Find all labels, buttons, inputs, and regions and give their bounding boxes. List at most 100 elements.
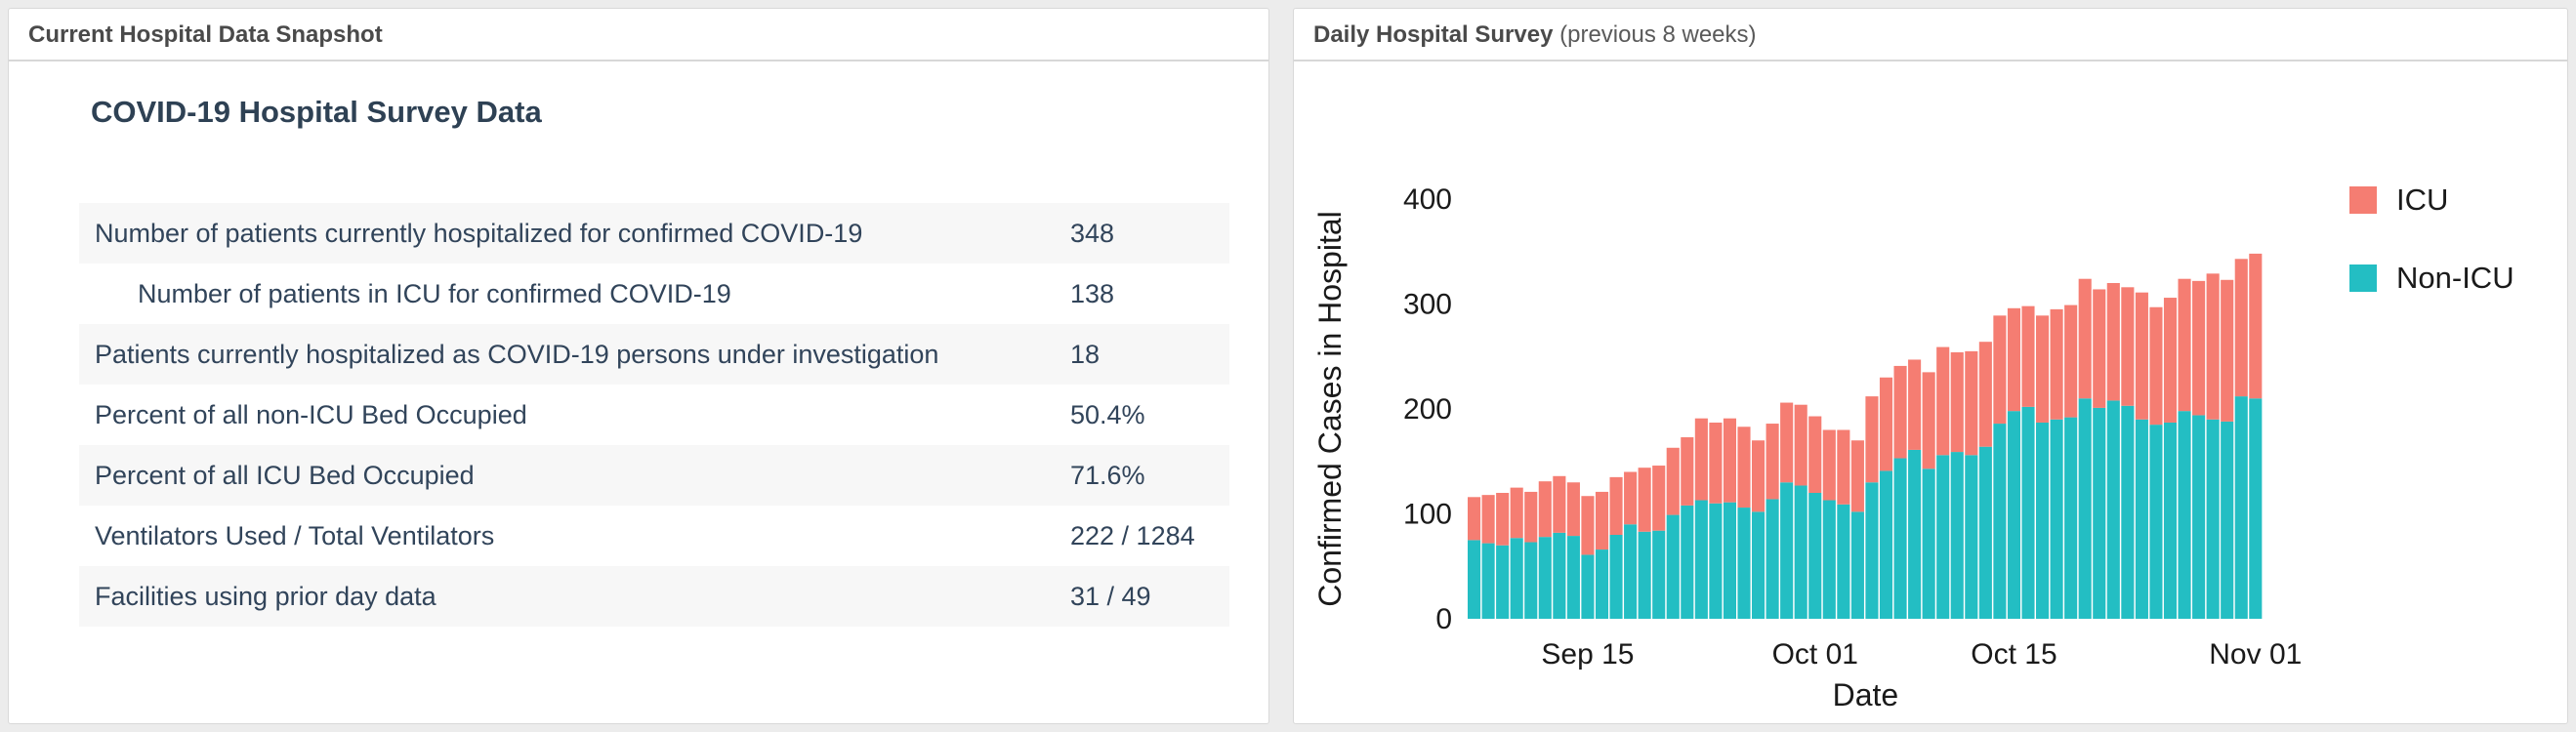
bar-icu [2192,280,2206,416]
row-label: Number of patients in ICU for confirmed … [138,279,731,308]
bar-icu [1978,342,1992,447]
y-tick-label: 300 [1403,289,1452,321]
table-row: Number of patients currently hospitalize… [79,203,1229,264]
bar-icu [1850,440,1864,512]
chart-svg: 0 100 200 300 400 Confirmed Cases in Hospital… [1312,183,2514,712]
bar-non-icu [2007,411,2020,619]
bar-icu [2221,279,2234,422]
bar-icu [1510,487,1523,539]
bar-icu [1965,350,1978,456]
bar-icu [2206,273,2220,420]
bar-non-icu [1808,493,1822,619]
bar-icu [1922,372,1935,469]
bar-non-icu [2149,425,2163,619]
legend-label: ICU [2396,183,2448,217]
bar-non-icu [2135,419,2148,619]
row-value: 50.4% [1070,400,1145,429]
bar-icu [2036,315,2050,423]
bar-non-icu [2064,417,2078,619]
bar-non-icu [1538,537,1552,619]
row-value: 18 [1070,340,1101,369]
bar-icu [1638,468,1651,532]
legend-label: Non-ICU [2396,261,2514,295]
bar-icu [1566,482,1580,537]
y-tick-label: 200 [1403,393,1452,426]
bar-icu [1624,471,1638,525]
bar-non-icu [2021,406,2035,619]
bar-icu [2178,278,2191,412]
bar-icu [2021,305,2035,407]
y-tick-label: 0 [1435,603,1452,635]
bar-icu [1808,416,1822,493]
bar-non-icu [2036,422,2050,619]
bar-non-icu [2050,419,2063,619]
bar-non-icu [1752,511,1766,619]
bar-non-icu [1681,505,1694,619]
legend-swatch-non-icu [2349,264,2377,292]
bar-non-icu [2178,411,2191,619]
survey-chart-panel-header: Daily Hospital Survey (previous 8 weeks) [1294,9,2567,61]
bar-non-icu [1922,468,1935,619]
bar-non-icu [2234,396,2248,619]
bar-non-icu [1794,485,1807,619]
bar-icu [1752,440,1766,512]
bar-icu [1694,418,1708,501]
bar-icu [2163,298,2178,423]
table-row: Facilities using prior day data 31 / 49 [79,566,1229,627]
x-tick-label: Nov 01 [2209,638,2302,671]
bar-non-icu [2078,398,2092,619]
table-row: Percent of all ICU Bed Occupied 71.6% [79,445,1229,506]
bar-icu [2064,305,2078,418]
x-tick-label: Oct 01 [1772,638,1858,671]
bar-non-icu [1553,532,1566,619]
bar-icu [1524,491,1538,543]
bar-non-icu [1638,531,1651,619]
bar-non-icu [2093,407,2106,619]
bar-non-icu [1595,549,1609,619]
bar-non-icu [1978,446,1992,619]
bar-icu [2093,289,2106,408]
bar-icu [1553,475,1566,533]
bar-icu [1822,429,1836,501]
table-row: Patients currently hospitalized as COVID… [79,324,1229,385]
bar-icu [2050,308,2063,420]
bar-icu [1538,481,1552,538]
bar-non-icu [2163,422,2178,619]
bar-icu [1666,447,1680,515]
bar-non-icu [1879,470,1893,619]
bar-icu [1794,404,1807,486]
daily-survey-chart: 0 100 200 300 400 Confirmed Cases in Hospital… [1294,61,2569,725]
bar-non-icu [1694,500,1708,619]
bar-non-icu [2121,405,2135,619]
row-label: Percent of all ICU Bed Occupied [95,461,475,490]
bar-non-icu [1609,535,1623,619]
bar-icu [1993,315,2007,425]
bar-icu [1468,497,1481,541]
bar-icu [2234,259,2248,397]
bar-non-icu [1837,504,1850,619]
bar-icu [2135,292,2148,420]
bar-icu [1893,365,1907,459]
bar-non-icu [1709,503,1723,619]
bar-non-icu [1865,482,1879,619]
bar-icu [1595,491,1609,550]
snapshot-table: Number of patients currently hospitalize… [9,203,1268,627]
bar-non-icu [1566,536,1580,619]
bar-icu [1481,495,1495,544]
bar-icu [1581,496,1595,555]
bar-non-icu [1496,545,1510,619]
bar-non-icu [1581,554,1595,619]
bar-icu [1496,493,1510,546]
bar-non-icu [1481,543,1495,619]
row-value: 31 / 49 [1070,582,1151,611]
bar-non-icu [1893,458,1907,619]
row-value: 222 / 1284 [1070,521,1195,550]
bar-icu [2106,283,2120,401]
bar-non-icu [1723,502,1736,619]
bar-non-icu [2221,421,2234,619]
snapshot-panel-title: Current Hospital Data Snapshot [28,21,383,48]
table-row: Percent of all non-ICU Bed Occupied 50.4% [79,385,1229,445]
bar-icu [1780,402,1794,483]
table-row: Number of patients in ICU for confirmed … [79,264,1229,324]
row-value: 348 [1070,219,1115,248]
